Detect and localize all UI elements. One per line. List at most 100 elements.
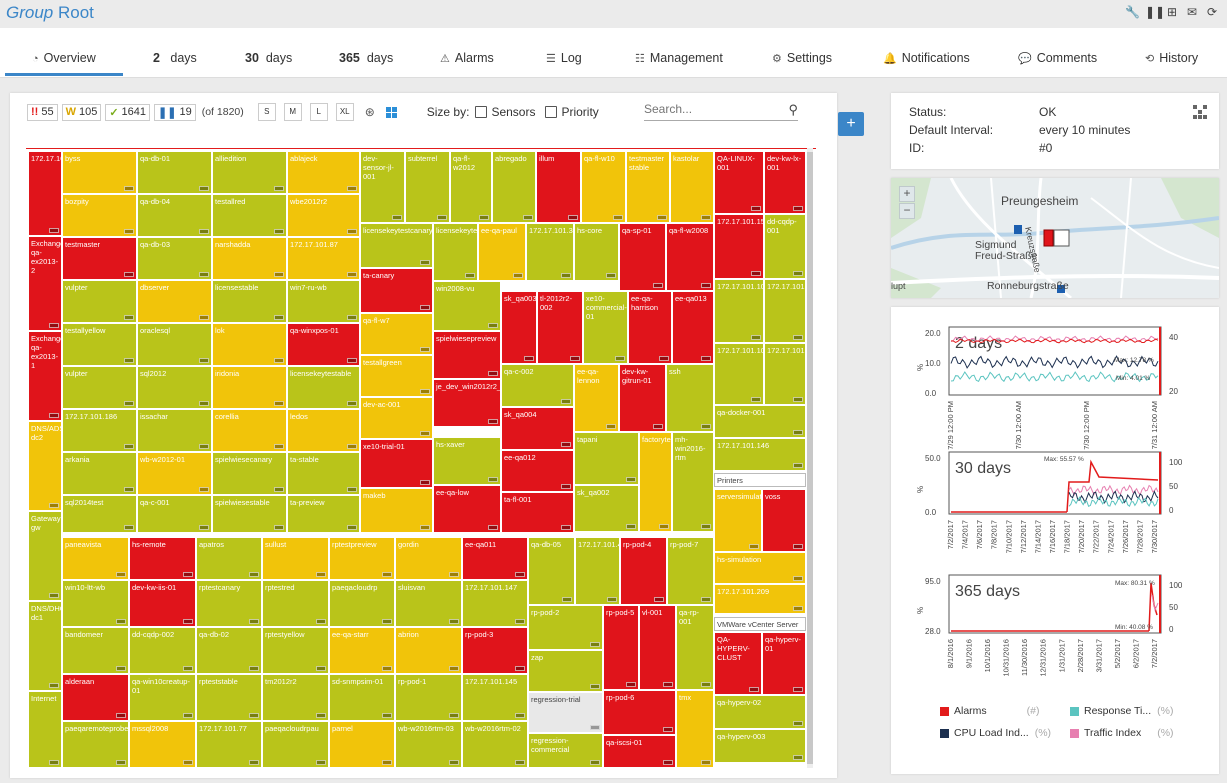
size-m-button[interactable]: M [283, 103, 302, 121]
treemap-device-tile[interactable]: regression-commercial [528, 733, 603, 768]
treemap-device-tile[interactable]: paneavista [62, 537, 129, 580]
treemap-device-tile[interactable]: ee-qa-harrison [628, 291, 672, 364]
treemap-device-tile[interactable]: sk_qa003 [501, 291, 537, 364]
treemap-device-tile[interactable]: qa-fl-w2012 [450, 151, 492, 223]
treemap-device-tile[interactable]: testallred [212, 194, 287, 237]
treemap-device-tile[interactable]: QA-LINUX-001 [714, 151, 764, 214]
treemap-device-tile[interactable]: ee-qa012 [501, 450, 574, 492]
treemap-device-tile[interactable]: dd-cqdp-001 [764, 214, 806, 279]
treemap-device-tile[interactable]: vl-001 [639, 605, 676, 690]
treemap-device-tile[interactable]: arkania [62, 452, 137, 495]
tab-log[interactable]: ☰ Log [546, 51, 582, 75]
tab-2-days[interactable]: 2 days [153, 51, 197, 75]
treemap-group-header[interactable]: Printers [714, 473, 806, 487]
treemap-device-tile[interactable]: qa-hyperv-02 [714, 695, 806, 729]
search-icon[interactable]: ⚲ [788, 102, 798, 117]
legend-alarms[interactable]: Alarms (#) [940, 705, 1040, 717]
treemap-device-tile[interactable]: wb-w2012-01 [137, 452, 212, 495]
treemap-device-tile[interactable]: xe10-commercial-01 [583, 291, 628, 364]
treemap-device-tile[interactable]: 172.17.101.145 [462, 674, 528, 721]
treemap-device-tile[interactable]: qa-c-001 [137, 495, 212, 533]
zoom-in-button[interactable]: + [899, 186, 915, 202]
treemap-device-tile[interactable]: win10-ltt-wb [62, 580, 129, 627]
treemap-device-tile[interactable]: ledos [287, 409, 360, 452]
stat-down[interactable]: !! 55 [27, 103, 58, 121]
treemap-device-tile[interactable]: ee-qa013 [672, 291, 714, 364]
treemap-device-tile[interactable]: rptestpreview [329, 537, 395, 580]
treemap-device-tile[interactable]: hs-xaver [433, 437, 501, 485]
tab-overview[interactable]: ◔ Overview [32, 51, 96, 75]
treemap-device-tile[interactable]: gordin [395, 537, 462, 580]
treemap-device-tile[interactable]: qa-db-04 [137, 194, 212, 237]
treemap-device-tile[interactable]: tm2012r2 [262, 674, 329, 721]
sensors-checkbox[interactable]: Sensors [475, 105, 535, 119]
treemap-device-tile[interactable]: oraclesql [137, 323, 212, 366]
treemap-device-tile[interactable]: licensestable [212, 280, 287, 323]
treemap-device-tile[interactable]: 172.17.101.186 [62, 409, 137, 452]
treemap-device-tile[interactable]: sluisvan [395, 580, 462, 627]
treemap-device-tile[interactable]: spielwiesepreview [433, 331, 501, 379]
stat-paused[interactable]: ❚❚ 19 [154, 103, 196, 121]
treemap-device-tile[interactable]: rp-pod-2 [528, 605, 603, 650]
treemap-device-tile[interactable]: je_dev_win2012r2_server [433, 379, 501, 427]
treemap-device-tile[interactable]: qa-rp-001 [676, 605, 714, 690]
treemap-device-tile[interactable]: qa-sp-01 [619, 223, 666, 291]
zoom-out-button[interactable]: − [899, 203, 915, 219]
treemap-device-tile[interactable]: hs-core [574, 223, 619, 281]
email-icon[interactable]: ✉ [1186, 5, 1198, 19]
treemap-device-tile[interactable]: ta-preview [287, 495, 360, 533]
treemap-device-tile[interactable]: qa-hyperv-01 [762, 632, 806, 695]
treemap-device-tile[interactable]: qa-win10creatup-01 [129, 674, 196, 721]
treemap-device-tile[interactable]: ee-qa-low [433, 485, 501, 533]
add-icon[interactable]: ⊞ [1166, 5, 1178, 19]
tab-365-days[interactable]: 365 days [339, 51, 393, 75]
treemap-device-tile[interactable]: dev-kw-gitrun-01 [619, 364, 666, 432]
treemap-device-tile[interactable]: DNS/ADS: dc2 [28, 421, 62, 511]
treemap-device-tile[interactable]: bozpity [62, 194, 137, 237]
treemap-device-tile[interactable]: 172.17.101.109 [714, 279, 764, 343]
refresh-icon[interactable]: ⟳ [1206, 5, 1218, 19]
treemap-device-tile[interactable]: sd-snmpsim-01 [329, 674, 395, 721]
treemap-device-tile[interactable]: DNS/DHCP/ADS: dc1 [28, 601, 62, 691]
treemap-device-tile[interactable]: licensekeytestable [287, 366, 360, 409]
treemap-device-tile[interactable]: voss [762, 489, 806, 552]
treemap-device-tile[interactable]: win7-ru-wb [287, 280, 360, 323]
treemap-device-tile[interactable]: licensekeytestpreview [433, 223, 478, 281]
treemap-device-tile[interactable]: xe10-trial-01 [360, 439, 433, 488]
treemap-device-tile[interactable]: tl-2012r2-002 [537, 291, 583, 364]
treemap-device-tile[interactable]: dev-ac-001 [360, 397, 433, 439]
treemap-device-tile[interactable]: 172.17.101.174 [28, 151, 62, 236]
treemap-device-tile[interactable]: qa-winxpos-01 [287, 323, 360, 366]
treemap-device-tile[interactable]: sql2012 [137, 366, 212, 409]
treemap-device-tile[interactable]: testmaster stable [626, 151, 670, 223]
treemap-device-tile[interactable]: kastolar [670, 151, 714, 223]
add-plus-button[interactable]: + [838, 112, 864, 136]
stat-warning[interactable]: W 105 [61, 103, 102, 121]
tab-history[interactable]: ⟲ History [1145, 51, 1198, 75]
treemap-device-tile[interactable]: qa-db-05 [528, 537, 575, 605]
treemap-device-tile[interactable]: rp-pod-7 [667, 537, 714, 605]
treemap-device-tile[interactable]: abregado [492, 151, 536, 223]
treemap-device-tile[interactable]: rp-pod-6 [603, 690, 676, 735]
treemap-device-tile[interactable]: apatros [196, 537, 262, 580]
treemap-device-tile[interactable]: vulpter [62, 366, 137, 409]
scrollbar-thumb[interactable] [807, 152, 813, 764]
treemap-view-icon[interactable] [385, 106, 397, 118]
treemap-device-tile[interactable]: QA-HYPERV-CLUST [714, 632, 762, 695]
treemap-device-tile[interactable]: 172.17.101.103 [714, 343, 764, 405]
treemap-device-tile[interactable]: wb-w2016rtm-02 [462, 721, 528, 768]
legend-response-time[interactable]: Response Ti... (%) [1070, 705, 1173, 717]
size-s-button[interactable]: S [257, 103, 276, 121]
treemap-device-tile[interactable]: qa-db-02 [196, 627, 262, 674]
treemap-device-tile[interactable]: qa-iscsi-01 [603, 735, 676, 768]
treemap-device-tile[interactable]: rptestred [262, 580, 329, 627]
location-map[interactable]: + − Preungesheim Sigmund Freud-Straße Ro… [891, 178, 1219, 298]
treemap-device-tile[interactable]: tmx [676, 690, 714, 768]
treemap-device-tile[interactable]: rp-pod-5 [603, 605, 639, 690]
treemap-device-tile[interactable]: testallgreen [360, 355, 433, 397]
treemap-device-tile[interactable]: dev-kw-lx-001 [764, 151, 806, 214]
treemap-device-tile[interactable]: 172.17.101.209 [714, 584, 806, 614]
treemap-device-tile[interactable]: mh-win2016-rtm [672, 432, 714, 532]
treemap-device-tile[interactable]: paeqacloudrp [329, 580, 395, 627]
search-input[interactable] [644, 102, 774, 116]
